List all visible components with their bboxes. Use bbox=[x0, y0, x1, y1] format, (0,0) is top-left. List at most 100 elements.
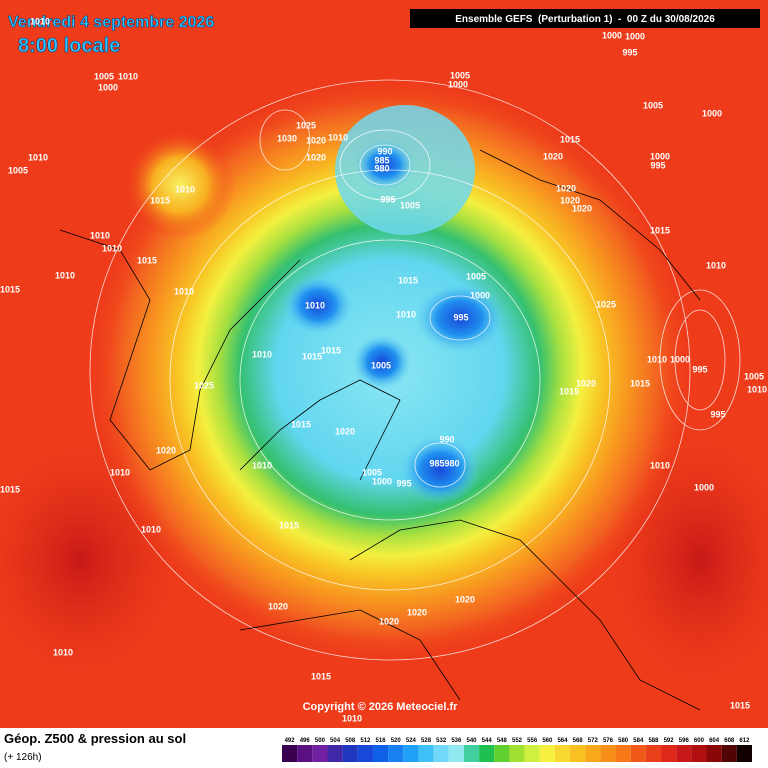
coastlines bbox=[59, 149, 701, 711]
scale-swatch bbox=[403, 745, 419, 762]
isobar-label: 1010 bbox=[647, 354, 667, 364]
scale-label: 564 bbox=[557, 738, 568, 744]
forecast-date: Vendredi 4 septembre 2026 bbox=[8, 14, 214, 31]
isobar-label: 1020 bbox=[306, 135, 326, 145]
scale-label: 612 bbox=[739, 738, 750, 744]
isobar-label: 1010 bbox=[175, 184, 195, 194]
scale-swatch bbox=[509, 745, 525, 762]
isobar-label: 1015 bbox=[650, 225, 670, 235]
isobar-label: 1015 bbox=[730, 700, 750, 710]
lead-time: (+ 126h) bbox=[4, 752, 42, 763]
scale-swatch bbox=[463, 745, 480, 762]
isobar-label: 1015 bbox=[630, 378, 650, 388]
isobar-label: 1025 bbox=[596, 299, 616, 309]
isobar-label: 1020 bbox=[407, 607, 427, 617]
isobar-label: 1015 bbox=[321, 345, 341, 355]
scale-swatch bbox=[554, 745, 571, 762]
isobar-label: 1010 bbox=[90, 230, 110, 240]
scale-swatch bbox=[630, 745, 646, 762]
scale-label: 500 bbox=[315, 738, 326, 744]
scale-swatch bbox=[342, 745, 358, 762]
isobar-label: 995 bbox=[380, 194, 395, 204]
scale-label: 516 bbox=[376, 738, 387, 744]
isobar-label: 995 bbox=[622, 47, 637, 57]
scale-swatch bbox=[479, 745, 495, 762]
isobar-label: 1015 bbox=[0, 284, 20, 294]
copyright: Copyright © 2026 Meteociel.fr bbox=[303, 701, 459, 713]
isobar-label: 1010 bbox=[650, 460, 670, 470]
isobar-label: 1000 bbox=[98, 82, 118, 92]
scale-label: 508 bbox=[345, 738, 356, 744]
scale-swatch bbox=[539, 745, 555, 762]
scale-label: 528 bbox=[421, 738, 432, 744]
isobar-label: 980 bbox=[374, 163, 389, 173]
scale-swatch bbox=[433, 745, 449, 762]
isobar-label: 1005 bbox=[400, 200, 420, 210]
isobar-label: 1000 bbox=[448, 79, 468, 89]
isobar-label: 1010 bbox=[747, 384, 767, 394]
isobar-label: 1005 bbox=[371, 360, 391, 370]
isobar-label: 1015 bbox=[559, 386, 579, 396]
isobar-label: 1000 bbox=[372, 476, 392, 486]
isobar-label: 1005 bbox=[450, 70, 470, 80]
isobar-label: 1010 bbox=[342, 713, 362, 723]
isobar-label: 1005 bbox=[94, 71, 114, 81]
isobar-label: 1015 bbox=[311, 671, 331, 681]
isobar-label: 1015 bbox=[291, 419, 311, 429]
scale-swatch bbox=[312, 745, 328, 762]
scale-label: 548 bbox=[497, 738, 508, 744]
scale-label: 580 bbox=[618, 738, 629, 744]
isobar-label: 985 bbox=[374, 155, 389, 165]
isobar-label: 1010 bbox=[55, 270, 75, 280]
isobar-label: 1010 bbox=[102, 243, 122, 253]
scale-label: 604 bbox=[709, 738, 720, 744]
isobar-label: 1010 bbox=[30, 16, 50, 26]
isobar-label: 1015 bbox=[150, 195, 170, 205]
isobar-label: 1025 bbox=[296, 120, 316, 130]
isobar-label: 1010 bbox=[53, 647, 73, 657]
scale-label: 568 bbox=[573, 738, 584, 744]
isobar-label: 1005 bbox=[643, 100, 663, 110]
isobar-label: 1000 bbox=[702, 108, 722, 118]
low-center bbox=[355, 140, 415, 190]
isobar-label: 990 bbox=[439, 434, 454, 444]
isobar-label: 980 bbox=[444, 458, 459, 468]
isobar-label: 990 bbox=[377, 146, 392, 156]
isobar-label: 1000 bbox=[670, 354, 690, 364]
scale-swatch bbox=[691, 745, 707, 762]
isobars bbox=[89, 79, 741, 661]
scale-swatch bbox=[570, 745, 586, 762]
scale-swatch bbox=[327, 745, 343, 762]
isobar-label: 1000 bbox=[694, 482, 714, 492]
scale-label: 588 bbox=[648, 738, 659, 744]
trough-lobe bbox=[125, 130, 235, 240]
scale-label: 592 bbox=[664, 738, 675, 744]
isobar-label: 1015 bbox=[279, 520, 299, 530]
isobar-label: 1020 bbox=[335, 426, 355, 436]
scale-label: 552 bbox=[512, 738, 523, 744]
isobar-label: 995 bbox=[650, 160, 665, 170]
isobar-label: 1020 bbox=[556, 183, 576, 193]
isobar-label: 1010 bbox=[252, 349, 272, 359]
isobar-label: 1005 bbox=[362, 467, 382, 477]
scale-swatch bbox=[600, 745, 616, 762]
isobar-label: 995 bbox=[396, 478, 411, 488]
scale-label: 512 bbox=[360, 738, 371, 744]
scale-swatch bbox=[736, 745, 752, 762]
isobar-label: 1010 bbox=[110, 467, 130, 477]
scale-label: 600 bbox=[694, 738, 705, 744]
forecast-time: 8:00 locale bbox=[18, 35, 120, 57]
scale-swatch bbox=[282, 745, 298, 762]
scale-swatch bbox=[524, 745, 540, 762]
scale-label: 532 bbox=[436, 738, 447, 744]
scale-swatch bbox=[721, 745, 737, 762]
isobar-label: 1015 bbox=[0, 484, 20, 494]
scale-label: 608 bbox=[724, 738, 735, 744]
isobar-label: 1010 bbox=[706, 260, 726, 270]
scale-swatch bbox=[706, 745, 722, 762]
scale-label: 556 bbox=[527, 738, 538, 744]
scale-label: 560 bbox=[542, 738, 553, 744]
isobar-label: 1025 bbox=[194, 380, 214, 390]
scale-swatch bbox=[615, 745, 631, 762]
